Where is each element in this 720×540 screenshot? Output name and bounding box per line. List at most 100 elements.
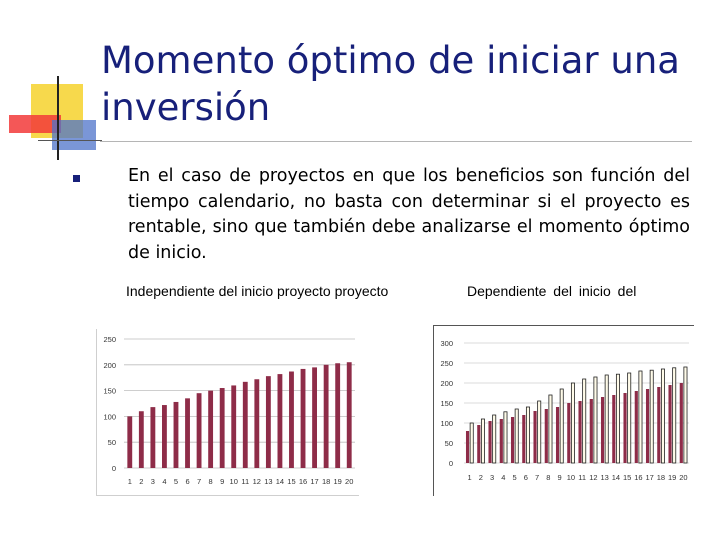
title-underline [100, 141, 692, 142]
bar-series-1 [634, 391, 638, 463]
bar-series-2 [660, 368, 665, 464]
bar [277, 374, 283, 468]
x-tick-label: 6 [185, 477, 189, 486]
bar-series-2 [514, 408, 519, 464]
bar-series-1 [589, 399, 593, 463]
bullet-square-icon [73, 175, 80, 182]
bar-series-1 [477, 425, 481, 463]
bar-series-1 [533, 411, 537, 463]
y-tick-label: 0 [112, 464, 116, 473]
x-tick-label: 11 [241, 477, 249, 486]
bar-series-2 [503, 411, 508, 464]
bar-series-1 [465, 431, 470, 463]
x-tick-label: 2 [479, 473, 483, 482]
bar-series-2 [638, 370, 643, 464]
bar-series-1 [645, 389, 650, 463]
x-tick-label: 16 [299, 477, 307, 486]
bar-series-2 [480, 418, 485, 464]
x-tick-label: 8 [209, 477, 213, 486]
bar [289, 371, 294, 468]
bar-series-2 [615, 373, 620, 464]
bar-series-2 [672, 367, 677, 464]
x-tick-label: 17 [645, 473, 653, 482]
x-tick-label: 20 [679, 473, 687, 482]
bar [196, 393, 202, 468]
bar [185, 398, 190, 468]
y-tick-label: 150 [440, 399, 453, 408]
bar-series-2 [559, 388, 564, 464]
x-tick-label: 5 [513, 473, 517, 482]
x-tick-label: 10 [230, 477, 238, 486]
bar-series-1 [488, 421, 492, 463]
bar [323, 364, 329, 468]
bar-series-1 [555, 407, 560, 463]
chart-dependent: 0 50 100 150 200 250 300 1 2 3 4 5 6 7 8 9 10 11 12 13 14 15 1… [433, 325, 694, 496]
x-tick-label: 16 [634, 473, 642, 482]
x-tick-label: 9 [558, 473, 562, 482]
bar-series-2 [537, 400, 542, 464]
x-tick-label: 18 [657, 473, 665, 482]
bar-series-2 [649, 369, 654, 464]
x-tick-label: 1 [468, 473, 472, 482]
x-tick-label: 13 [600, 473, 608, 482]
x-tick-label: 19 [334, 477, 342, 486]
bar [219, 388, 225, 468]
y-tick-label: 100 [440, 419, 453, 428]
x-tick-label: 4 [501, 473, 505, 482]
bar-series-2 [469, 422, 474, 464]
bar-series-1 [510, 417, 515, 463]
bar-series-1 [567, 403, 571, 463]
bullet-text: En el caso de proyectos en que los benef… [128, 166, 690, 263]
bar-series-1 [612, 395, 616, 463]
y-tick-label: 150 [103, 387, 116, 396]
x-tick-label: 13 [264, 477, 272, 486]
x-tick-label: 9 [220, 477, 224, 486]
chart-independent: 0 50 100 150 200 250 1 2 3 4 5 6 7 8 9 10 11 12 13 14 15 16 17… [96, 329, 359, 496]
bar [335, 363, 341, 468]
y-tick-label: 300 [440, 339, 453, 348]
bar-series-2 [582, 378, 587, 464]
y-tick-label: 0 [449, 459, 453, 468]
bar-series-1 [600, 397, 605, 463]
bar-series-2 [525, 406, 530, 464]
bar [127, 416, 133, 468]
y-tick-label: 250 [440, 359, 453, 368]
bar [138, 411, 144, 468]
bar [254, 379, 260, 468]
bar-series-1 [578, 401, 582, 463]
x-tick-label: 1 [128, 477, 132, 486]
bar-series-1 [657, 387, 661, 463]
x-tick-label: 3 [151, 477, 155, 486]
x-tick-label: 7 [535, 473, 539, 482]
bar-series-1 [499, 419, 503, 463]
decor-vertical-line [57, 76, 59, 160]
bar [231, 385, 237, 468]
bar-series-2 [593, 376, 598, 464]
x-tick-label: 12 [589, 473, 597, 482]
label-dependent: Dependiente del inicio del [467, 283, 637, 299]
x-tick-label: 18 [322, 477, 330, 486]
bar-series-2 [570, 382, 575, 464]
decor-blue-square [52, 120, 96, 150]
bar-series-2 [683, 366, 688, 464]
x-tick-label: 20 [345, 477, 353, 486]
x-tick-label: 3 [490, 473, 494, 482]
x-tick-label: 7 [197, 477, 201, 486]
y-tick-label: 200 [440, 379, 453, 388]
decor-red-bar [9, 115, 61, 133]
bar [161, 405, 167, 468]
x-tick-label: 14 [612, 473, 620, 482]
x-tick-label: 15 [287, 477, 295, 486]
bar-series-1 [544, 409, 548, 463]
y-tick-label: 200 [103, 361, 116, 370]
bar [150, 407, 156, 468]
y-tick-label: 100 [103, 412, 116, 421]
bar [312, 367, 318, 468]
x-tick-label: 12 [253, 477, 261, 486]
y-tick-label: 50 [108, 438, 116, 447]
bar [265, 376, 271, 468]
bar-series-2 [548, 394, 553, 464]
x-tick-label: 6 [524, 473, 528, 482]
